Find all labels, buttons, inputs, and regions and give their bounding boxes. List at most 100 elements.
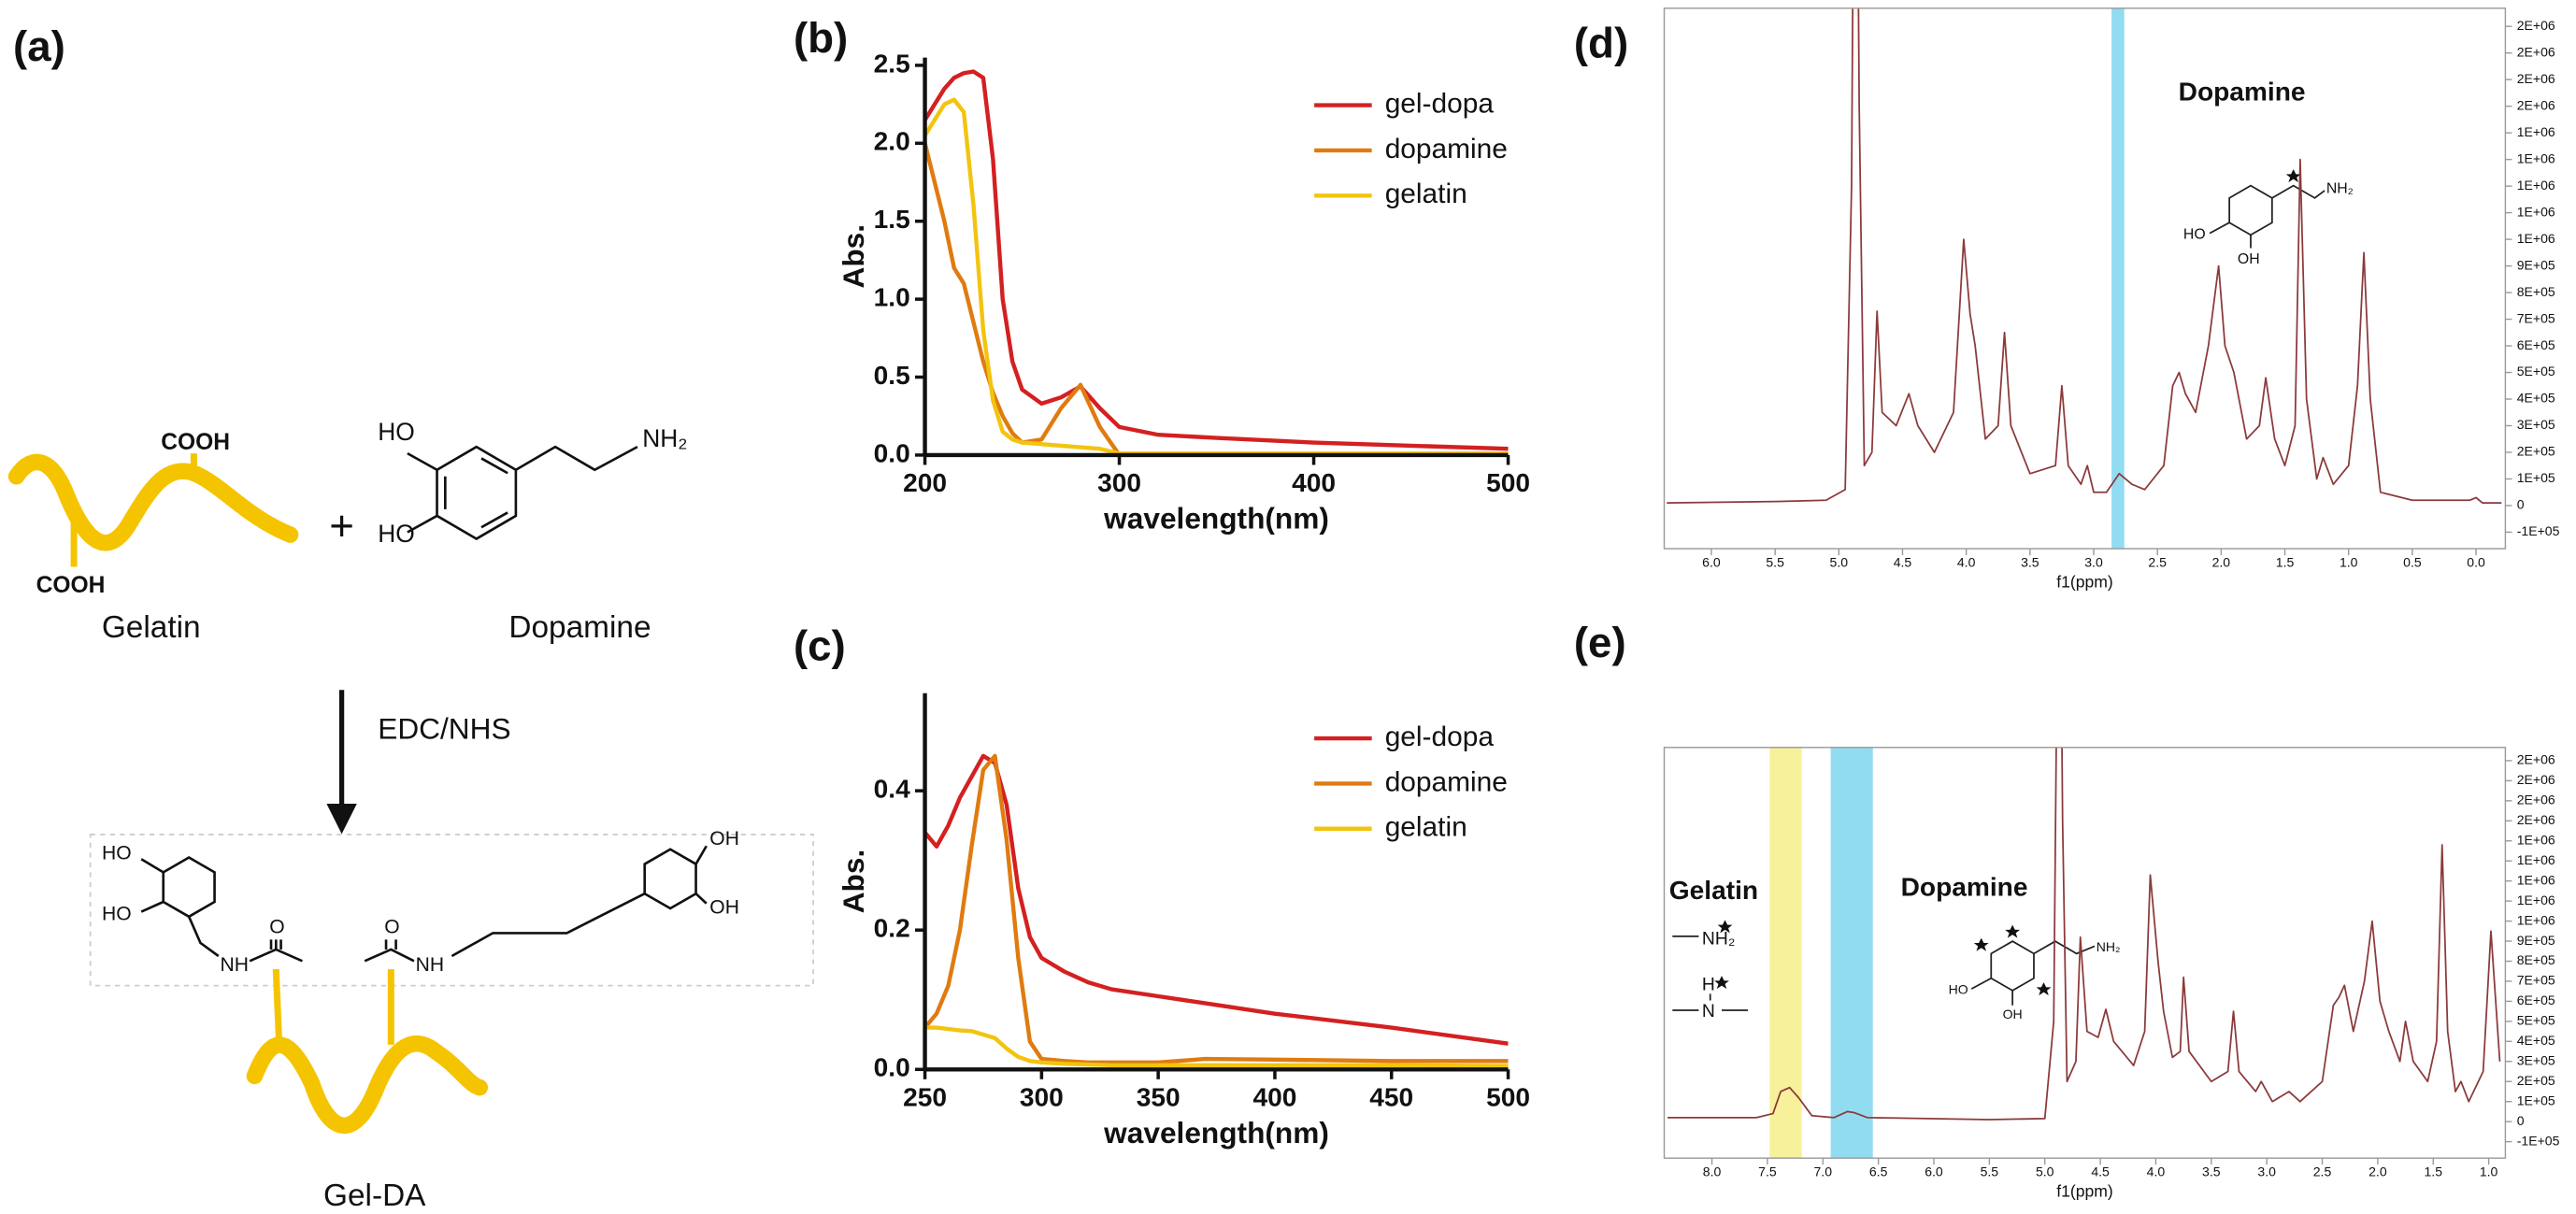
- x-tick-label: 3.0: [2257, 1164, 2276, 1179]
- y-tick-label: 2E+06: [2517, 18, 2555, 33]
- y-tick-label: 8E+05: [2517, 952, 2555, 967]
- product-box: [89, 834, 814, 987]
- legend-label: gel-dopa: [1385, 721, 1495, 752]
- x-tick-label: 500: [1486, 468, 1530, 497]
- scheme-label: HO: [102, 904, 132, 925]
- y-tick-label: 2E+06: [2517, 812, 2555, 827]
- scheme-label: COOH: [36, 573, 106, 598]
- y-tick-label: -1E+05: [2517, 1133, 2560, 1148]
- chart: (c) gel-dopa dopamine gelatin 0.0 0.2 0.4 250 30…: [794, 621, 1530, 1150]
- panel-label: (d): [1574, 19, 1628, 66]
- scheme-label: COOH: [161, 430, 230, 455]
- x-tick-label: 5.5: [1981, 1164, 1999, 1179]
- scheme-label: NH: [416, 954, 444, 976]
- scheme-label: Gelatin: [102, 610, 201, 645]
- y-tick-label: 1E+06: [2517, 150, 2555, 165]
- y-tick-label: 4E+05: [2517, 1033, 2555, 1048]
- bonds: [2209, 184, 2326, 249]
- y-tick-label: 9E+05: [2517, 933, 2555, 948]
- series-line: [1667, 747, 2501, 1121]
- x-axis-label: wavelength(nm): [1103, 502, 1329, 536]
- series-line: [924, 753, 1509, 1065]
- chart: (b) gel-dopa dopamine gelatin 0.0 0.5 1.0 1.5 2.…: [794, 14, 1530, 536]
- x-tick-label: 2.5: [2313, 1164, 2332, 1179]
- y-tick-label: 5E+05: [2517, 1013, 2555, 1028]
- y-tick-label: -1E+05: [2517, 523, 2560, 538]
- series-line: [924, 142, 1509, 455]
- bonds: [1970, 940, 2096, 1006]
- annotation: Dopamine: [2179, 78, 2306, 107]
- y-tick-label: 1E+06: [2517, 852, 2555, 867]
- y-tick-label: 0: [2517, 1113, 2525, 1128]
- benzene-ring: [643, 848, 697, 910]
- x-tick-label: 5.0: [2036, 1164, 2054, 1179]
- y-tick-label: 9E+05: [2517, 257, 2555, 272]
- y-tick-label: 2.0: [874, 127, 910, 156]
- x-tick-label: 200: [903, 468, 947, 497]
- x-tick-label: 1.5: [2276, 555, 2295, 570]
- scheme-label: Dopamine: [508, 610, 651, 645]
- plot-frame: [1663, 747, 2507, 1159]
- x-axis-label: f1(ppm): [2056, 573, 2113, 592]
- legend-label: gel-dopa: [1385, 88, 1495, 119]
- annotation: NH₂: [2097, 939, 2121, 954]
- annotation: HO: [2183, 227, 2206, 243]
- panel-label: (a): [13, 22, 65, 70]
- annotation: HO: [1949, 982, 1968, 997]
- annotation: OH: [2003, 1007, 2023, 1021]
- y-tick-label: 6E+05: [2517, 337, 2555, 352]
- annotation: NH₂: [2326, 180, 2354, 196]
- y-tick-label: 6E+05: [2517, 993, 2555, 1007]
- annotation: H: [1702, 976, 1715, 995]
- legend-label: dopamine: [1385, 134, 1508, 164]
- y-tick-label: 3E+05: [2517, 1052, 2555, 1067]
- y-tick-label: 2E+06: [2517, 71, 2555, 86]
- benzene-ring: [162, 856, 216, 919]
- highlight-band: [2111, 7, 2125, 550]
- y-tick-label: 1.0: [874, 283, 910, 312]
- x-tick-label: 1.5: [2424, 1164, 2442, 1179]
- ring-double-bonds: [444, 457, 508, 529]
- plot-frame: [1663, 7, 2507, 550]
- x-tick-label: 6.0: [1925, 1164, 1943, 1179]
- y-tick-label: 1.5: [874, 205, 910, 234]
- x-tick-label: 5.5: [1766, 555, 1784, 570]
- y-tick-label: 1E+06: [2517, 893, 2555, 907]
- scheme-label: NH₂: [642, 424, 687, 452]
- x-tick-label: 1.0: [2340, 555, 2358, 570]
- y-tick-label: 1E+05: [2517, 1093, 2555, 1107]
- x-tick-label: 2.0: [2212, 555, 2231, 570]
- x-axis-label: f1(ppm): [2056, 1182, 2113, 1201]
- y-tick-label: 2.5: [874, 49, 910, 78]
- gelatin-bonds: [1672, 935, 1749, 1011]
- series-line: [1667, 7, 2502, 504]
- x-tick-label: 300: [1020, 1082, 1064, 1111]
- y-tick-label: 1E+05: [2517, 470, 2555, 485]
- y-tick-label: 0: [2517, 497, 2525, 512]
- y-tick-label: 2E+05: [2517, 1073, 2555, 1088]
- scheme-label: HO: [102, 843, 132, 864]
- x-tick-label: 1.0: [2480, 1164, 2498, 1179]
- nmr-structures: [1672, 169, 2326, 1011]
- annotation: OH: [2238, 251, 2260, 267]
- y-tick-label: 0.2: [874, 914, 910, 943]
- x-tick-label: 0.5: [2403, 555, 2422, 570]
- chart: (d) -1E+05 0 1E+05 2E+05 3E+05 4E+05 5E+05 6E+05…: [1574, 7, 2560, 592]
- annotation: NH₂: [1702, 930, 1735, 950]
- x-tick-label: 400: [1292, 468, 1336, 497]
- x-tick-label: 6.0: [1702, 555, 1721, 570]
- y-tick-label: 1E+06: [2517, 832, 2555, 847]
- scheme-label: +: [329, 502, 354, 550]
- y-tick-label: 2E+06: [2517, 772, 2555, 787]
- y-tick-label: 0.5: [874, 361, 910, 390]
- y-tick-label: 0.0: [874, 1053, 910, 1082]
- scheme-label: OH: [709, 828, 739, 850]
- highlight-band: [1830, 747, 1873, 1159]
- x-axis-label: wavelength(nm): [1103, 1116, 1329, 1150]
- x-tick-label: 3.5: [2021, 555, 2039, 570]
- y-tick-label: 2E+06: [2517, 44, 2555, 59]
- y-tick-label: 2E+06: [2517, 793, 2555, 807]
- y-tick-label: 2E+05: [2517, 444, 2555, 459]
